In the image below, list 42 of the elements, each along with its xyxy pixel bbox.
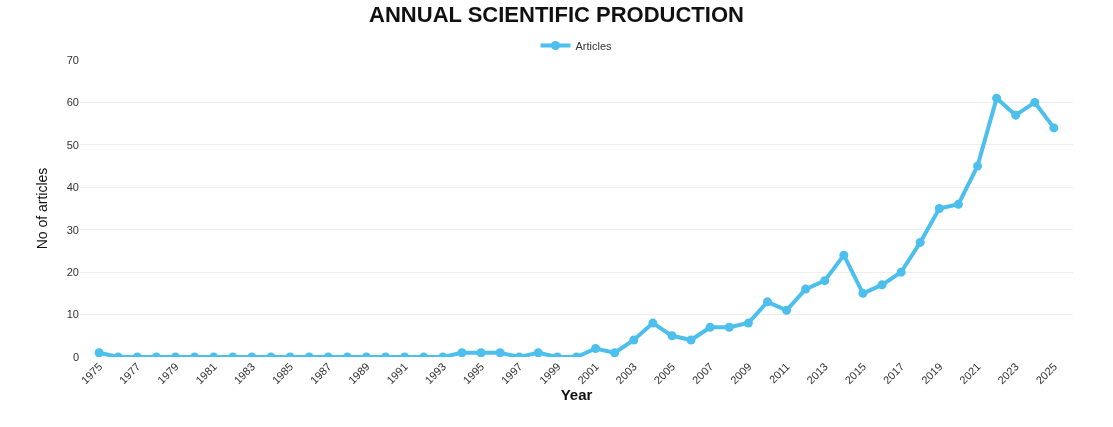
point <box>94 348 104 357</box>
point <box>495 348 505 357</box>
point <box>457 348 467 357</box>
point <box>743 318 753 328</box>
point <box>877 280 887 290</box>
point <box>839 250 849 260</box>
point <box>801 284 811 294</box>
point <box>667 331 677 341</box>
legend-label: Articles <box>575 39 613 52</box>
point <box>934 204 944 213</box>
point <box>705 322 715 332</box>
point <box>1049 123 1059 133</box>
point <box>820 276 830 286</box>
chart-title: ANNUAL SCIENTIFIC PRODUCTION <box>369 1 744 27</box>
y-tick-label: 60 <box>66 96 79 109</box>
y-axis-title: No of articles <box>34 167 51 250</box>
point <box>953 199 963 209</box>
point <box>610 348 620 357</box>
point <box>858 288 868 298</box>
point <box>591 344 601 354</box>
point <box>762 297 772 307</box>
point <box>686 335 696 345</box>
y-tick-label: 0 <box>72 350 79 363</box>
point <box>476 348 486 357</box>
y-tick-label: 10 <box>66 308 79 321</box>
point <box>1011 110 1021 120</box>
point <box>915 237 925 247</box>
y-tick-label: 50 <box>66 138 79 151</box>
x-axis-title: Year <box>560 386 593 404</box>
point <box>533 348 543 357</box>
point <box>992 93 1002 103</box>
point <box>629 335 639 345</box>
point <box>724 322 734 332</box>
y-tick-label: 20 <box>66 265 79 278</box>
point <box>782 305 792 315</box>
y-tick-label: 70 <box>66 53 79 66</box>
point <box>896 267 906 277</box>
y-tick-label: 40 <box>66 181 79 194</box>
point <box>973 161 983 171</box>
point <box>1030 97 1040 107</box>
y-tick-label: 30 <box>66 223 79 236</box>
point <box>648 318 658 328</box>
